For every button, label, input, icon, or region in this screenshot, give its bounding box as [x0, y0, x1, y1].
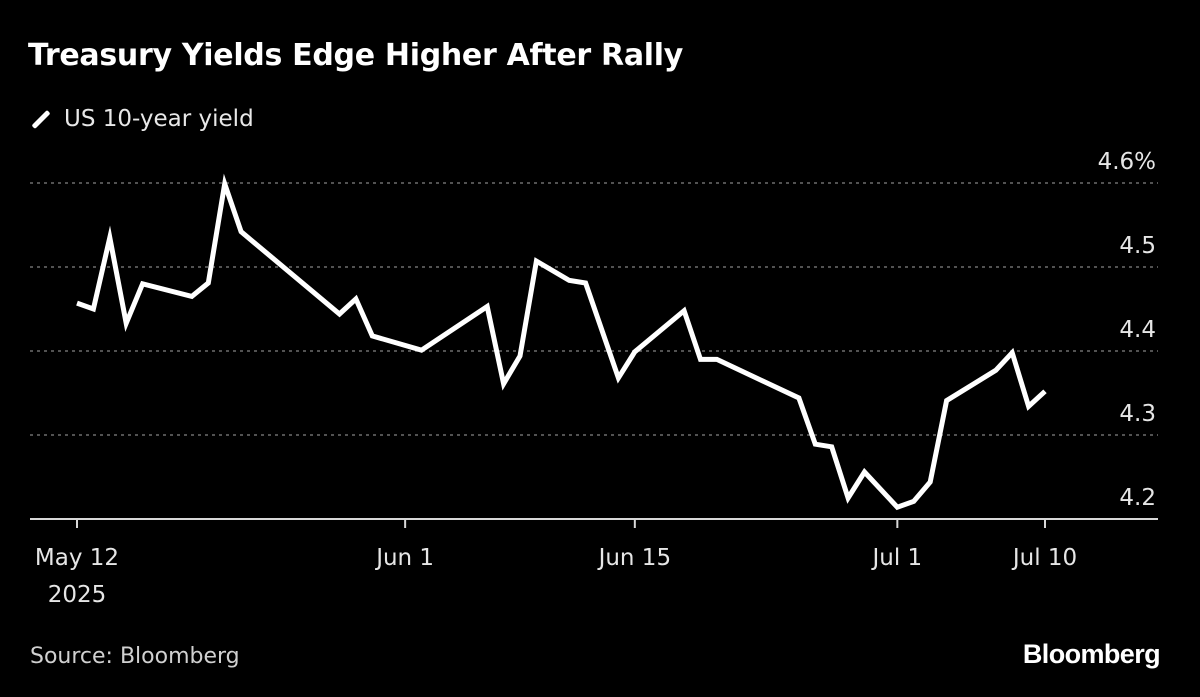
chart-title: Treasury Yields Edge Higher After Rally: [28, 38, 683, 73]
x-tick-label: Jun 15: [597, 545, 672, 571]
x-tick-label: Jun 1: [374, 545, 434, 571]
legend-label: US 10-year yield: [64, 106, 254, 132]
y-tick-label: 4.5: [1119, 233, 1156, 259]
y-tick-label: 4.6%: [1098, 149, 1156, 175]
x-tick-label: Jul 10: [1011, 545, 1077, 571]
x-tick-sublabel: 2025: [48, 582, 107, 608]
x-tick-label: Jul 1: [870, 545, 922, 571]
y-tick-label: 4.2: [1119, 485, 1156, 511]
legend: US 10-year yield: [30, 106, 254, 132]
bloomberg-logo: Bloomberg: [1022, 639, 1161, 669]
x-tick-label: May 12: [35, 545, 119, 571]
series-line-us-10-year-yield: [76, 173, 1047, 511]
y-tick-label: 4.4: [1119, 317, 1156, 343]
source-note: Source: Bloomberg: [30, 644, 240, 669]
y-tick-label: 4.3: [1119, 401, 1156, 427]
